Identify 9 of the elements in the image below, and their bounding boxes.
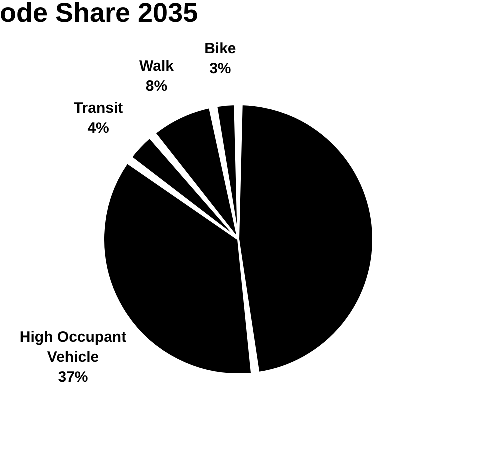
slice-label: Bike	[204, 40, 236, 58]
data-label: 4%	[88, 120, 110, 138]
data-label: 8%	[146, 78, 168, 95]
data-label: 3%	[210, 60, 232, 78]
slice-label: High Occupant Vehicle	[20, 329, 127, 366]
data-label: 37%	[58, 369, 88, 386]
slice-label: Transit	[74, 100, 124, 118]
chart-title: ode Share 2035	[0, 0, 198, 28]
slice-label: Walk	[140, 58, 175, 75]
